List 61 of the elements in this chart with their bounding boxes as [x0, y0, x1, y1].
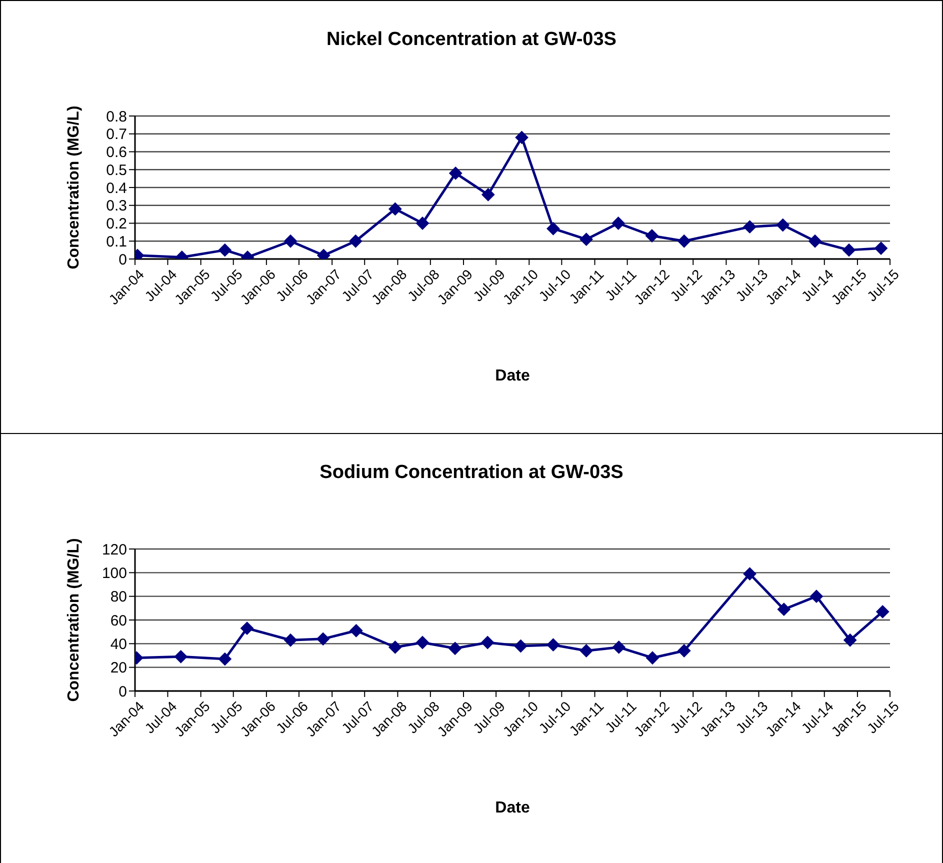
- chart-title: Nickel Concentration at GW-03S: [326, 29, 618, 51]
- point: [678, 234, 691, 248]
- point: [645, 229, 658, 242]
- point: [388, 640, 402, 654]
- point: [646, 651, 659, 664]
- y-tick-label: 40: [110, 636, 127, 653]
- y-tick-label: 0: [118, 251, 127, 268]
- point: [284, 634, 298, 647]
- y-tick-label: 0.3: [106, 198, 127, 215]
- y-tick-label: 60: [110, 612, 127, 630]
- point: [218, 244, 232, 257]
- y-tick-label: 0.2: [106, 216, 127, 233]
- point: [482, 188, 495, 202]
- point: [844, 634, 857, 647]
- point: [580, 644, 593, 658]
- point: [580, 232, 593, 246]
- y-axis-title: Concentration (MG/L): [66, 106, 83, 270]
- point: [874, 242, 888, 255]
- point: [810, 590, 823, 603]
- point: [240, 622, 254, 635]
- point: [284, 234, 298, 248]
- y-tick-label: 100: [102, 564, 127, 582]
- y-tick-label: 0.5: [106, 162, 127, 179]
- point: [678, 644, 691, 658]
- point: [612, 216, 625, 230]
- y-tick-label: 0.8: [106, 108, 127, 126]
- point: [416, 216, 430, 230]
- point: [481, 636, 494, 649]
- chart-title: Sodium Concentration at GW-03S: [318, 462, 624, 484]
- point: [842, 244, 856, 257]
- x-axis-title: Date: [495, 367, 530, 384]
- y-tick-label: 0.1: [106, 233, 127, 250]
- point: [416, 636, 430, 649]
- point: [388, 202, 402, 216]
- point: [449, 166, 462, 180]
- point: [448, 642, 462, 655]
- y-tick-label: 20: [110, 660, 127, 677]
- point: [546, 222, 560, 236]
- point: [174, 650, 188, 664]
- point: [514, 640, 528, 653]
- point: [546, 638, 560, 652]
- point: [777, 602, 790, 616]
- point: [218, 652, 232, 666]
- point: [876, 605, 890, 618]
- y-tick-label: 120: [102, 541, 127, 558]
- y-tick-label: 80: [110, 588, 127, 606]
- point: [350, 624, 363, 638]
- point: [515, 130, 528, 144]
- y-axis-title: Concentration (MG/L): [66, 538, 83, 702]
- point: [743, 220, 756, 234]
- point: [808, 234, 822, 248]
- y-tick-label: 0.4: [106, 180, 127, 197]
- point: [776, 218, 790, 232]
- y-tick-label: 0.6: [106, 144, 127, 162]
- y-tick-label: 0.7: [106, 126, 127, 144]
- point: [612, 640, 626, 654]
- point: [349, 234, 362, 248]
- x-axis-title: Date: [495, 799, 530, 816]
- point: [743, 567, 756, 580]
- y-tick-label: 0: [118, 683, 127, 700]
- point: [316, 632, 330, 646]
